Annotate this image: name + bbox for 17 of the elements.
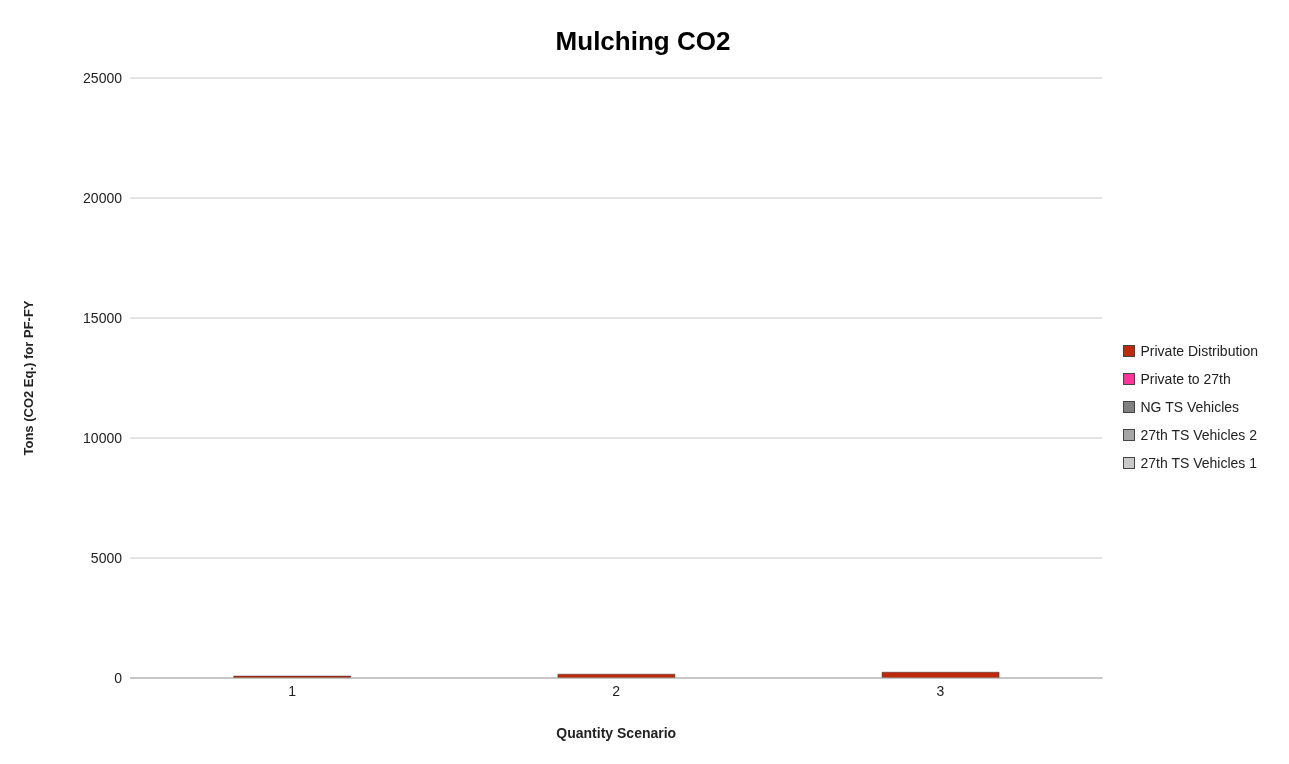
y-tick-label: 15000	[83, 309, 123, 326]
legend-label: 27th TS Vehicles 1	[1139, 455, 1258, 471]
chart-title: Mulching CO2	[554, 25, 732, 58]
y-tick-label: 5000	[90, 549, 123, 566]
x-tick-label: 3	[936, 682, 945, 699]
y-tick-label: 10000	[83, 429, 123, 446]
legend-label: NG TS Vehicles	[1139, 399, 1241, 415]
legend-label: 27th TS Vehicles 2	[1139, 427, 1258, 443]
y-tick-label: 0	[114, 669, 123, 686]
y-axis-title: Tons (CO2 Eq.) for PF-FY	[20, 300, 36, 456]
x-tick-label: 1	[288, 682, 297, 699]
y-tick-label: 20000	[83, 189, 123, 206]
legend-label: Private to 27th	[1139, 371, 1232, 387]
legend-label: Private Distribution	[1139, 343, 1258, 359]
x-tick-label: 2	[612, 682, 621, 699]
x-axis-title: Quantity Scenario	[556, 725, 677, 741]
y-tick-label: 25000	[83, 69, 123, 86]
